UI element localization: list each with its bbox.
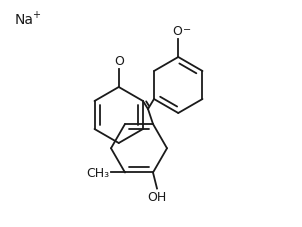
Text: OH: OH bbox=[147, 191, 167, 204]
Text: Na: Na bbox=[15, 13, 34, 27]
Text: −: − bbox=[183, 25, 191, 35]
Text: O: O bbox=[172, 25, 182, 38]
Text: CH₃: CH₃ bbox=[86, 166, 109, 179]
Text: +: + bbox=[32, 10, 40, 20]
Text: O: O bbox=[114, 55, 124, 68]
